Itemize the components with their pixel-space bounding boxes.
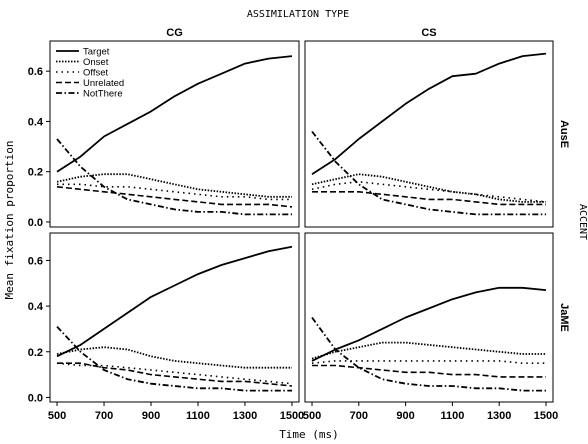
x-tick-label: 1500 [534, 410, 558, 422]
series-line-unrelated [56, 186, 293, 208]
series-line-onset [311, 173, 546, 203]
panel-cs-ause [304, 40, 554, 228]
x-tick-label: 500 [303, 410, 321, 422]
series-line-unrelated [312, 364, 546, 378]
y-tick-label: 0.0 [28, 392, 43, 404]
panel-cg-jame-frame [49, 232, 300, 403]
series-line-target [311, 52, 547, 175]
x-tick-label: 900 [142, 410, 160, 422]
panel-cs-jame: 500 700 900 1100 1300 1500 [303, 232, 558, 422]
x-tick-label: 500 [48, 410, 66, 422]
panel-cg-ause-frame [49, 40, 300, 228]
series-line-target [56, 245, 293, 358]
series-line-target [56, 55, 293, 173]
row-label-jame: JaME [558, 303, 570, 332]
y-tick-label: 0.0 [28, 217, 43, 229]
legend-label-onset: Onset [83, 57, 109, 68]
series-line-notthere [56, 325, 292, 392]
x-tick-label: 700 [350, 410, 368, 422]
series-line-notthere [311, 316, 546, 392]
series-line-onset [56, 346, 292, 369]
legend-label-notthere: NotThere [83, 89, 123, 100]
panel-cg-ause: 0.0 0.2 0.4 0.6 TargetOnsetOffsetUnrelatedNo… [28, 40, 300, 229]
x-tick-label: 1100 [440, 410, 464, 422]
row-label-ause: AusE [558, 120, 570, 148]
legend-label-offset: Offset [83, 68, 109, 79]
series-line-offset [56, 362, 293, 385]
y-tick-label: 0.6 [28, 66, 43, 78]
legend-label-target: Target [83, 47, 110, 58]
column-label-cg: CG [166, 27, 183, 39]
series-line-unrelated [312, 191, 546, 206]
series-line-offset [311, 181, 547, 203]
y-tick-label: 0.2 [28, 347, 43, 359]
x-tick-label: 1300 [233, 410, 257, 422]
series-line-offset [57, 183, 292, 201]
x-tick-label: 700 [95, 410, 113, 422]
chart-title: ASSIMILATION TYPE [247, 9, 349, 20]
series-line-onset [56, 173, 292, 198]
y-tick-label: 0.2 [28, 167, 43, 179]
x-axis-label: Time (ms) [279, 428, 339, 441]
series-line-unrelated [57, 362, 293, 387]
x-tick-label: 1100 [186, 410, 210, 422]
x-tick-label: 1500 [280, 410, 304, 422]
panel-cs-ause-frame [304, 40, 554, 228]
x-tick-label: 1300 [487, 410, 511, 422]
facet-label-accent: ACCENT [577, 204, 588, 240]
panel-cs-jame-frame [304, 232, 554, 403]
y-tick-label: 0.4 [28, 301, 44, 313]
y-tick-label: 0.4 [28, 116, 44, 128]
legend-label-unrelated: Unrelated [83, 78, 124, 89]
series-line-notthere [56, 138, 292, 216]
series-line-notthere [311, 130, 546, 216]
series-line-onset [311, 341, 546, 360]
x-tick-label: 900 [396, 410, 414, 422]
series-line-offset [311, 360, 546, 365]
y-tick-label: 0.6 [28, 255, 43, 267]
column-label-cs: CS [421, 27, 436, 39]
y-axis-label: Mean fixation proportion [3, 141, 16, 300]
panel-cg-jame: 0.0 0.2 0.4 0.6 500 700 900 1100 1300 1500 [28, 232, 304, 422]
series-line-target [311, 286, 547, 362]
